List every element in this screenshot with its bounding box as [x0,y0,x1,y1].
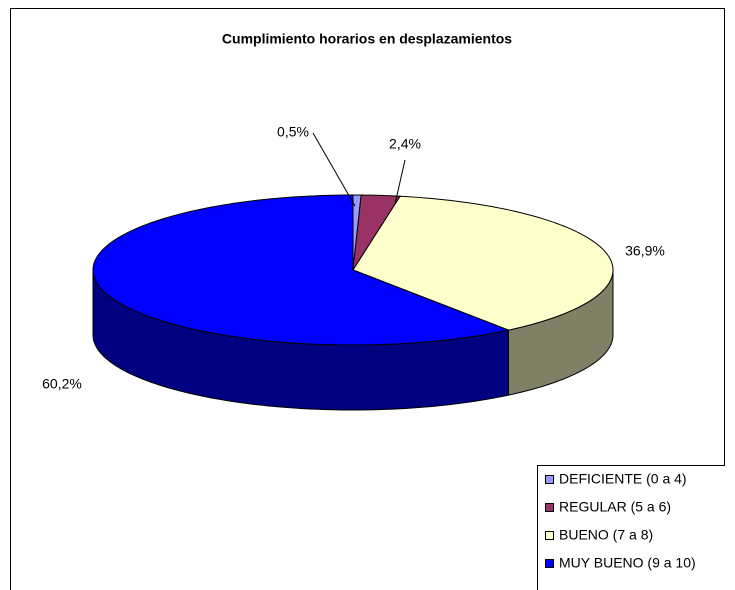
leader-line [394,159,406,205]
legend-swatch [545,559,554,568]
legend-swatch [545,503,554,512]
legend-label: DEFICIENTE (0 a 4) [559,471,687,487]
leader-line [312,132,356,207]
legend-label: REGULAR (5 a 6) [559,499,671,515]
slice [92,194,511,346]
data-label: 0,5% [277,124,309,140]
pie: 0,5% 2,4% 36,9% 60,2% [42,124,665,411]
data-label: 2,4% [389,136,421,152]
legend-swatch [545,475,554,484]
legend-label: MUY BUENO (9 a 10) [559,555,696,571]
legend: DEFICIENTE (0 a 4) REGULAR (5 a 6) BUENO (… [537,465,725,590]
legend-label: BUENO (7 a 8) [559,527,653,543]
data-label: 60,2% [42,376,82,392]
slice [352,195,614,331]
chart-title: Cumplimiento horarios en desplazamientos [222,31,512,47]
legend-box [537,465,725,590]
data-label: 36,9% [625,243,665,259]
legend-swatch [545,531,554,540]
